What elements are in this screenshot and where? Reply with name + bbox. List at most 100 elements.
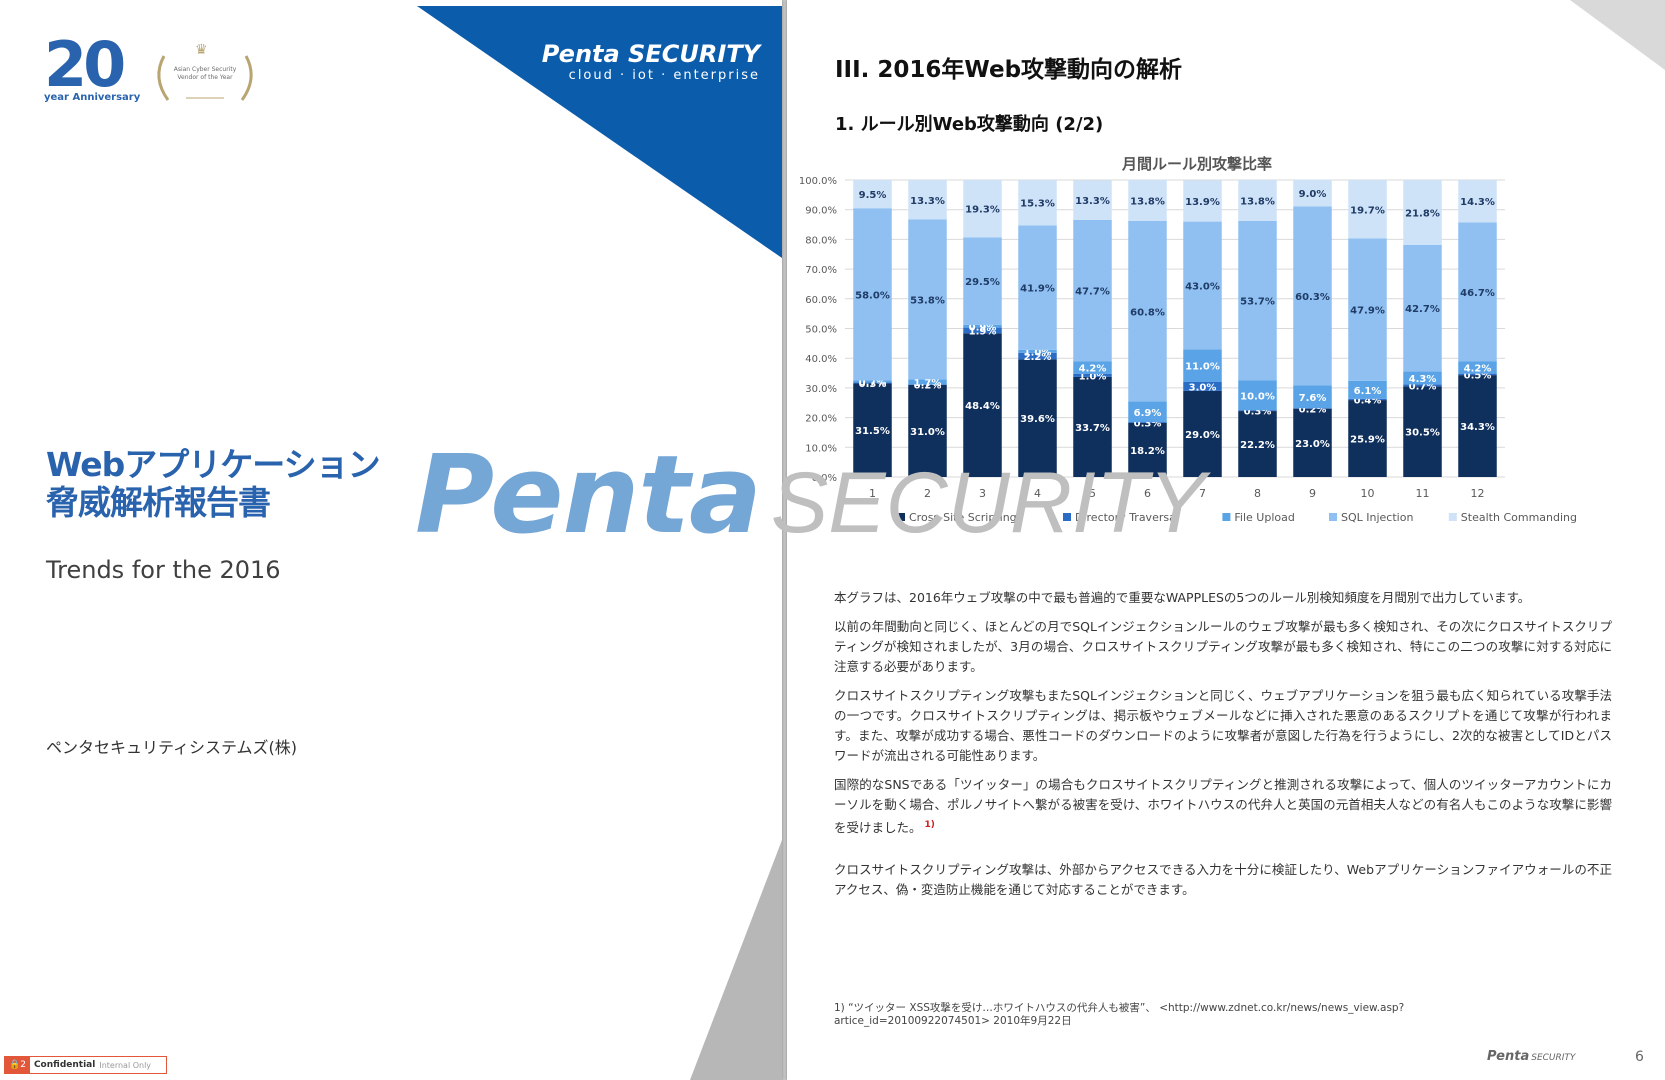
data-label: 33.7% [1075,423,1110,434]
bar-segment [1238,380,1277,411]
bar-segment [963,324,1002,328]
award-badge: ♛ Asian Cyber Security Vendor of the Yea… [150,42,260,106]
bar-segment [1293,385,1332,409]
bar-segment [1018,225,1057,350]
bar-segment [1183,221,1222,350]
y-tick-label: 20.0% [805,414,837,425]
cover-decoration [417,6,782,1080]
data-label: 0.3% [1134,419,1162,430]
bar-segment [963,327,1002,334]
data-label: 48.4% [965,401,1000,412]
data-label: 13.8% [1240,196,1275,207]
bar-segment [1293,206,1332,386]
data-label: 18.2% [1130,446,1165,457]
bar-segment [1403,244,1442,372]
data-label: 39.6% [1020,414,1055,425]
bar-segment [853,383,892,477]
data-label: 6.9% [1134,408,1162,419]
page-number: 6 [1635,1049,1644,1065]
gray-corner-triangle [690,840,782,1080]
bar-segment [1073,376,1112,477]
bar-segment [908,219,947,380]
bar-segment [908,180,947,220]
bar-segment [908,384,947,477]
paragraph-1: 本グラフは、2016年ウェブ攻撃の中で最も普遍的で重要なWAPPLESの5つのル… [834,590,1531,605]
bar-segment [1403,386,1442,477]
chart-title: 月間ルール別攻撃比率 [1121,155,1272,173]
bar-segment [1238,220,1277,381]
report-title: Webアプリケーション 脅威解析報告書 [46,446,381,522]
x-tick-label: 9 [1309,487,1316,500]
data-label: 0.5% [1464,370,1492,381]
data-label: 53.8% [910,295,945,306]
page-decoration [1570,0,1665,70]
bar-segment [1403,384,1442,387]
paragraph-3: クロスサイトスクリプティング攻撃もまたSQLインジェクションと同じく、ウェブアプ… [834,688,1612,763]
x-tick-label: 10 [1361,487,1375,500]
bar-segment [963,180,1002,238]
data-label: 7.6% [1299,393,1327,404]
footnote: 1) “ツイッター XSS攻撃を受け…ホワイトハウスの代弁人も被害”、 <htt… [834,1002,1405,1027]
y-tick-label: 30.0% [805,384,837,395]
legend-swatch [1222,513,1231,521]
bar-segment [963,333,1002,477]
y-tick-label: 50.0% [805,325,837,336]
bar-segment [908,384,947,385]
cover-page: 20 year Anniversary ♛ Asian Cyber Securi… [0,0,782,1080]
stacked-bar-chart: 0.0% 10.0% 20.0% 30.0% 40.0% 50.0% 60.0% 70.0% 8… [799,176,1577,524]
data-label: 11.0% [1185,362,1220,373]
cover-brand-logo: Penta SECURITY cloud · iot · enterprise [542,40,760,83]
data-label: 4.3% [1409,374,1437,385]
data-label: 1.0% [1024,347,1052,358]
y-tick-label: 0.0% [812,473,837,484]
bar-segment [1293,408,1332,409]
data-label: 19.3% [965,205,1000,216]
anniversary-number: 20 [44,28,126,101]
data-label: 4.2% [1079,364,1107,375]
legend-swatch [1448,513,1457,521]
bar-segment [908,379,947,385]
x-tick-label: 7 [1199,487,1206,500]
data-label: 0.4% [1354,395,1382,406]
bar-segment [853,380,892,383]
body-text: 本グラフは、2016年ウェブ攻撃の中で最も普遍的で重要なWAPPLESの5つのル… [834,588,1612,909]
data-label: 31.0% [910,427,945,438]
x-tick-label: 6 [1144,487,1151,500]
data-label: 29.5% [965,277,1000,288]
anniversary-logo: 20 year Anniversary [44,34,140,108]
bar-segment [1018,349,1057,353]
y-tick-label: 10.0% [805,443,837,454]
anniversary-text: year Anniversary [44,92,141,103]
data-label: 15.3% [1020,199,1055,210]
bar-segment [1073,373,1112,377]
y-tick-label: 70.0% [805,265,837,276]
bar-segment [963,237,1002,325]
legend-label: SQL Injection [1341,511,1413,524]
data-label: 4.2% [1464,363,1492,374]
data-label: 41.9% [1020,284,1055,295]
cover-brand-name: Penta SECURITY [541,40,760,68]
data-label: 1.9% [969,326,997,337]
data-label: 21.8% [1405,208,1440,219]
data-label: 29.0% [1185,430,1220,441]
data-label: 60.8% [1130,307,1165,318]
x-tick-label: 1 [869,487,876,500]
bar-segment [1348,238,1387,381]
data-label: 0.2% [1299,404,1327,415]
bar-segment [853,208,892,381]
data-label: 22.2% [1240,440,1275,451]
data-label: 9.5% [859,190,887,201]
bar-segment [1128,422,1167,477]
footnote-marker: 1) [924,820,935,830]
footer-brand-name: Penta [1487,1049,1530,1064]
data-label: 1.0% [1079,371,1107,382]
bar-segment [1183,349,1222,382]
bar-segment [853,382,892,384]
y-tick-label: 90.0% [805,206,837,217]
data-label: 42.7% [1405,304,1440,315]
content-page: III. 2016年Web攻撃動向の解析 1. ルール別Web攻撃動向 (2/2… [787,0,1665,1080]
footer-brand: Penta SECURITY [1487,1049,1575,1064]
bar-segment [1293,179,1332,207]
paragraph-5: クロスサイトスクリプティング攻撃は、外部からアクセスできる入力を十分に検証したり… [834,862,1612,898]
data-label: 47.7% [1075,287,1110,298]
